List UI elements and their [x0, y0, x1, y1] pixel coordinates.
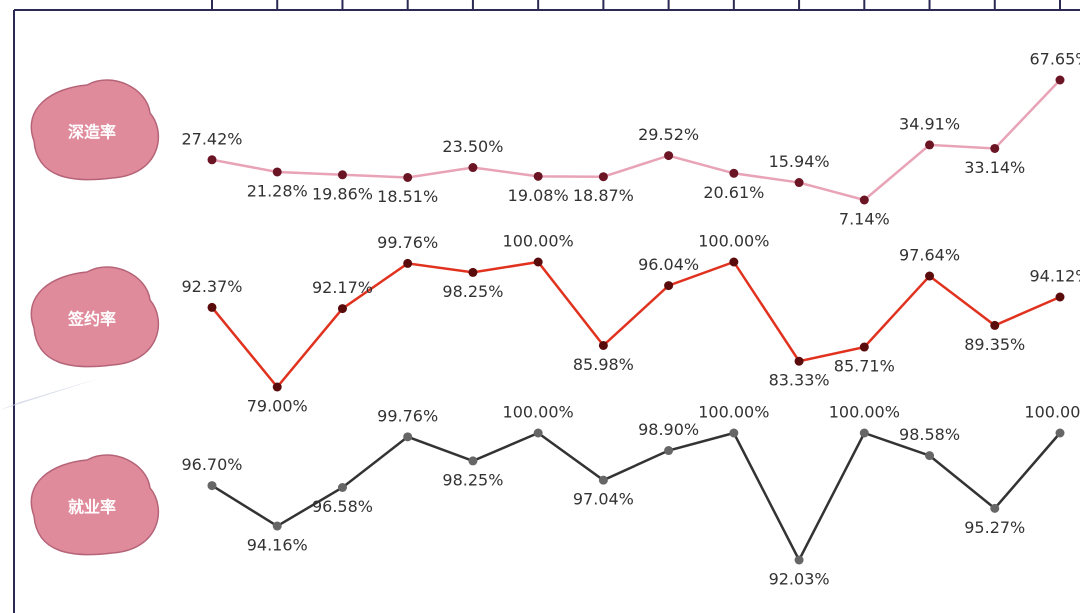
series-name: 就业率: [68, 498, 116, 517]
value-label: 94.12%: [1029, 267, 1080, 286]
point: [533, 171, 543, 181]
point: [272, 167, 282, 177]
value-label: 97.64%: [899, 246, 960, 265]
point: [337, 304, 347, 314]
value-label: 34.91%: [899, 114, 960, 133]
point: [403, 172, 413, 182]
value-label: 18.51%: [377, 187, 438, 206]
point: [468, 267, 478, 277]
point: [533, 428, 543, 438]
value-label: 96.70%: [181, 455, 242, 474]
point: [1055, 75, 1065, 85]
point: [207, 155, 217, 165]
value-label: 96.04%: [638, 255, 699, 274]
value-label: 98.25%: [442, 282, 503, 301]
value-label: 79.00%: [247, 397, 308, 416]
point: [337, 482, 347, 492]
point: [1055, 292, 1065, 302]
series-line: [211, 79, 1061, 202]
series-line: [211, 431, 1061, 563]
value-label: 100.00%: [503, 232, 574, 251]
value-label: 19.08%: [508, 186, 569, 205]
point: [925, 140, 935, 150]
value-label: 100.00%: [503, 403, 574, 422]
point: [533, 257, 543, 267]
point: [1055, 428, 1065, 438]
point: [598, 340, 608, 350]
value-label: 98.90%: [638, 420, 699, 439]
point: [729, 428, 739, 438]
value-label: 100.00%: [829, 403, 900, 422]
decoration: [0, 378, 100, 410]
point: [598, 475, 608, 485]
point: [664, 281, 674, 291]
value-label: 33.14%: [964, 158, 1025, 177]
value-label: 67.65%: [1029, 50, 1080, 69]
point: [794, 178, 804, 188]
point: [729, 257, 739, 267]
point: [925, 451, 935, 461]
point: [990, 320, 1000, 330]
value-label: 100.00%: [698, 232, 769, 251]
point: [990, 143, 1000, 153]
value-label: 19.86%: [312, 184, 373, 203]
value-label: 97.04%: [573, 490, 634, 509]
value-label: 27.42%: [181, 129, 242, 148]
series-blob: [30, 266, 159, 368]
value-label: 99.76%: [377, 406, 438, 425]
value-label: 96.58%: [312, 497, 373, 516]
series-blob: [30, 79, 159, 181]
value-label: 21.28%: [247, 181, 308, 200]
point: [859, 428, 869, 438]
point: [468, 456, 478, 466]
point: [729, 168, 739, 178]
point: [859, 342, 869, 352]
value-label: 29.52%: [638, 125, 699, 144]
value-label: 85.98%: [573, 355, 634, 374]
point: [272, 382, 282, 392]
point: [468, 163, 478, 173]
series-blob: [30, 454, 159, 556]
series-name: 深造率: [68, 123, 116, 142]
point: [337, 170, 347, 180]
point: [207, 302, 217, 312]
series-line: [211, 260, 1061, 389]
value-label: 100.00%: [1024, 403, 1080, 422]
value-label: 94.16%: [247, 536, 308, 555]
point: [794, 555, 804, 565]
value-label: 89.35%: [964, 335, 1025, 354]
value-label: 23.50%: [442, 137, 503, 156]
value-label: 15.94%: [769, 152, 830, 171]
point: [664, 151, 674, 161]
value-label: 7.14%: [839, 210, 890, 229]
value-label: 98.58%: [899, 425, 960, 444]
value-label: 18.87%: [573, 186, 634, 205]
value-label: 98.25%: [442, 470, 503, 489]
series-name: 签约率: [67, 310, 116, 329]
point: [598, 172, 608, 182]
point: [925, 271, 935, 281]
value-label: 100.00%: [698, 403, 769, 422]
value-label: 92.37%: [181, 277, 242, 296]
point: [664, 446, 674, 456]
value-label: 99.76%: [377, 233, 438, 252]
value-label: 83.33%: [769, 371, 830, 390]
value-label: 92.03%: [769, 570, 830, 589]
point: [859, 195, 869, 205]
point: [207, 481, 217, 491]
point: [794, 356, 804, 366]
value-label: 20.61%: [703, 183, 764, 202]
point: [272, 521, 282, 531]
point: [990, 503, 1000, 513]
value-label: 92.17%: [312, 278, 373, 297]
value-label: 85.71%: [834, 357, 895, 376]
point: [403, 432, 413, 442]
value-label: 95.27%: [964, 518, 1025, 537]
frame: [13, 9, 1080, 613]
point: [403, 258, 413, 268]
